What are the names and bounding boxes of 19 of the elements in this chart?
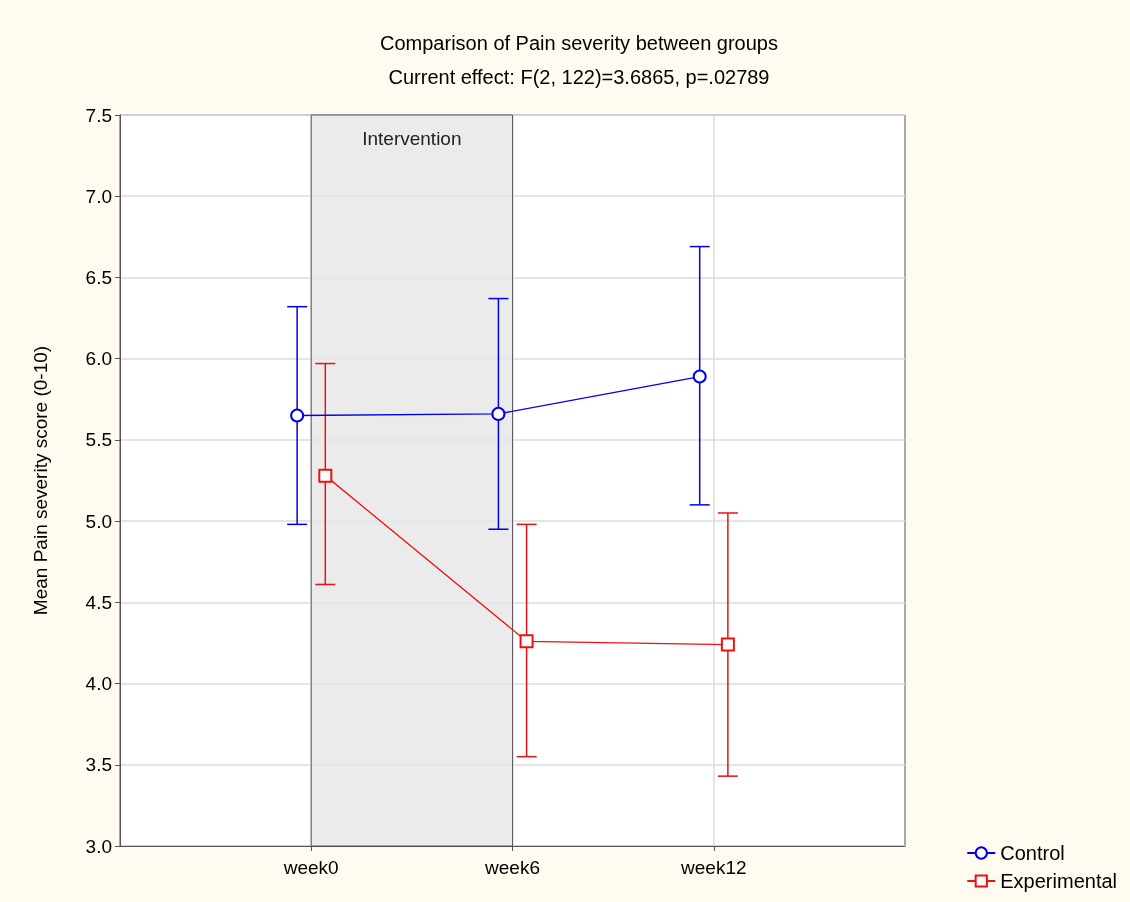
y-tick-label: 5.0 <box>85 510 112 532</box>
legend-label: Experimental <box>1000 870 1117 892</box>
legend-label: Control <box>1000 842 1065 864</box>
y-tick-label: 6.0 <box>85 348 112 370</box>
y-axis-title: Mean Pain severity score (0-10) <box>30 345 51 616</box>
x-tick-label: week12 <box>680 857 747 878</box>
y-tick-label: 6.5 <box>85 266 112 288</box>
y-tick-label: 7.0 <box>85 185 112 207</box>
x-tick-label: week0 <box>282 857 339 878</box>
chart-subtitle: Current effect: F(2, 122)=3.6865, p=.02789 <box>388 66 770 88</box>
y-tick-label: 7.5 <box>85 104 112 126</box>
y-tick-label: 4.5 <box>85 591 112 613</box>
y-tick-label: 3.0 <box>85 835 112 857</box>
y-tick-label: 5.5 <box>85 429 112 451</box>
y-tick-label: 3.5 <box>85 754 112 776</box>
chart-title: Comparison of Pain severity between groups <box>380 32 778 54</box>
x-tick-label: week6 <box>484 857 540 878</box>
y-tick-label: 4.0 <box>85 673 112 695</box>
band-label: Intervention <box>362 127 462 149</box>
